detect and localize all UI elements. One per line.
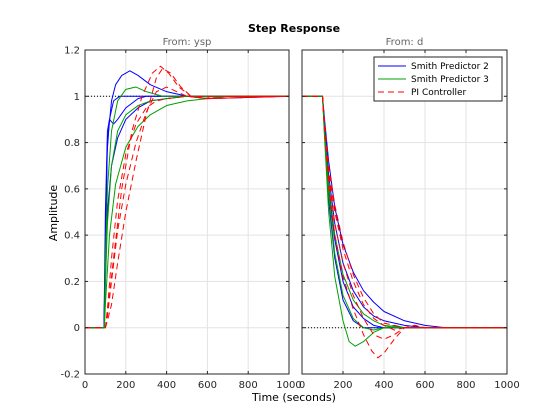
- axes-box: [301, 49, 508, 375]
- legend-label-smith-predictor-3: Smith Predictor 3: [411, 75, 489, 85]
- series-line-pi-controller: [302, 95, 507, 331]
- y-tick-label: 0: [74, 323, 80, 334]
- x-tick-label: 200: [116, 380, 135, 391]
- panel-from-ysp: 0 200 400 600 800 1000-0.200.20.40.60.811.2Fr…: [60, 37, 301, 391]
- legend-label-smith-predictor-2: Smith Predictor 2: [411, 62, 489, 72]
- x-tick-label: 0: [299, 380, 305, 391]
- x-tick-label: 1000: [276, 380, 301, 391]
- axes-box: [84, 49, 290, 375]
- series-line-pi-controller: [302, 95, 507, 329]
- series-line-smith-predictor-3: [85, 86, 289, 329]
- y-tick-label: 0.4: [64, 231, 80, 242]
- panel-title: From: d: [386, 37, 424, 48]
- x-tick-label: 200: [333, 380, 352, 391]
- y-tick-label: 1: [74, 92, 80, 103]
- y-axis-label: Amplitude: [47, 185, 60, 242]
- y-tick-label: 0.6: [64, 184, 80, 195]
- plot-area: [85, 50, 289, 374]
- x-tick-label: 600: [415, 380, 434, 391]
- x-tick-label: 600: [198, 380, 217, 391]
- y-tick-label: 1.2: [64, 46, 80, 57]
- y-tick-label: -0.2: [60, 370, 80, 381]
- x-tick-label: 800: [239, 380, 258, 391]
- series-line-smith-predictor-2: [85, 95, 289, 329]
- x-tick-label: 400: [374, 380, 393, 391]
- legend-label-pi-controller: PI Controller: [411, 88, 467, 98]
- panel-title: From: ysp: [163, 37, 212, 48]
- series-line-smith-predictor-2: [85, 70, 289, 329]
- y-tick-label: 0.8: [64, 138, 80, 149]
- x-tick-label: 0: [82, 380, 88, 391]
- panel-from-d: 0 200 400 600 800 1000 From: d: [299, 37, 520, 391]
- x-tick-label: 1000: [494, 380, 519, 391]
- series-line-smith-predictor-3: [302, 95, 507, 329]
- series-line-pi-controller: [85, 86, 289, 329]
- x-tick-label: 800: [456, 380, 475, 391]
- y-tick-label: 0.2: [64, 277, 80, 288]
- series-line-pi-controller: [85, 65, 289, 329]
- series-group: [302, 95, 507, 359]
- x-axis-label: Time (seconds): [251, 391, 336, 404]
- series-group: [85, 65, 289, 329]
- chart-title: Step Response: [248, 22, 340, 35]
- legend: Smith Predictor 2 Smith Predictor 3 PI C…: [373, 56, 503, 102]
- x-tick-label: 400: [157, 380, 176, 391]
